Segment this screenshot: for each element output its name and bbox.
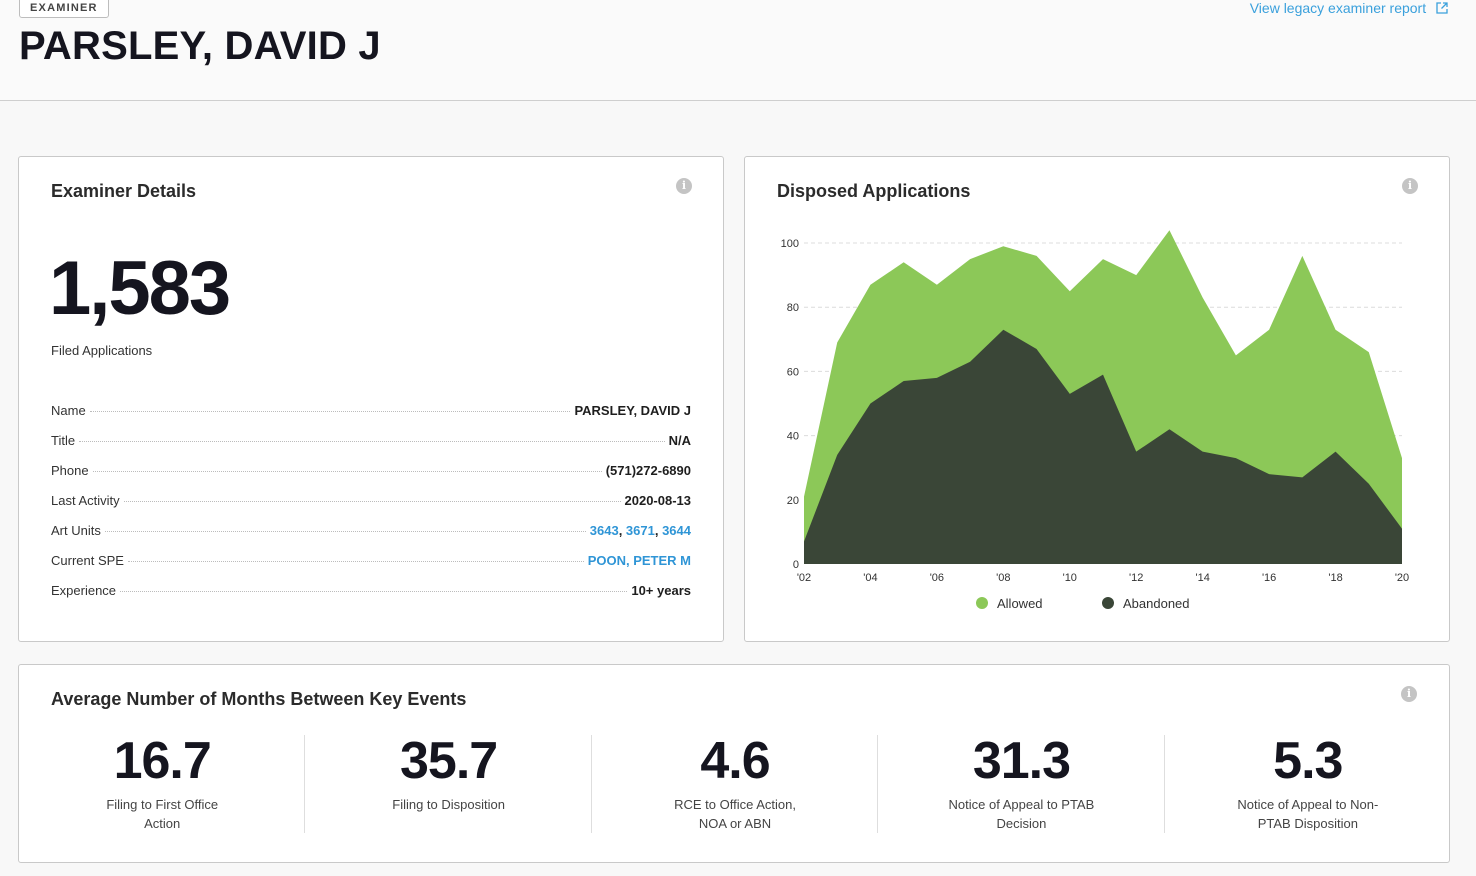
- examiner-details-card: Examiner Details i 1,583 Filed Applicati…: [18, 156, 724, 642]
- y-tick-label: 100: [781, 238, 799, 250]
- x-tick-label: '08: [996, 572, 1010, 584]
- metric-label: Notice of Appeal to PTAB Decision: [948, 797, 1095, 831]
- detail-label: Title: [51, 433, 76, 448]
- x-tick-label: '10: [1063, 572, 1077, 584]
- current-spe-value: POON, PETER M: [588, 553, 691, 568]
- metric-rce-to-office-action: 4.6 RCE to Office Action, NOA or ABN: [592, 731, 879, 835]
- legend-marker-allowed: [976, 597, 988, 609]
- x-tick-label: '06: [930, 572, 944, 584]
- disposed-applications-card: Disposed Applications i 0 20 40 60 80 100 '02 '…: [744, 156, 1450, 642]
- disposed-applications-title: Disposed Applications: [777, 181, 971, 201]
- metric-label: Notice of Appeal to Non-PTAB Disposition: [1237, 797, 1379, 831]
- dotted-leader: [92, 471, 602, 472]
- detail-value: 10+ years: [631, 583, 691, 598]
- x-tick-label: '04: [863, 572, 877, 584]
- legend-label-abandoned: Abandoned: [1123, 596, 1190, 611]
- average-months-title: Average Number of Months Between Key Eve…: [51, 689, 467, 709]
- legacy-report-link-label: View legacy examiner report: [1249, 0, 1427, 16]
- dotted-leader: [120, 591, 628, 592]
- details-list: Name PARSLEY, DAVID J Title N/A Phone (5…: [51, 403, 691, 613]
- detail-row-phone: Phone (571)272-6890: [51, 463, 691, 493]
- filed-applications-count: 1,583: [49, 246, 231, 331]
- y-tick-label: 40: [787, 431, 799, 443]
- detail-label: Name: [51, 403, 86, 418]
- dotted-leader: [123, 501, 621, 502]
- current-spe-link[interactable]: POON, PETER M: [587, 553, 691, 568]
- info-icon[interactable]: i: [1401, 686, 1417, 702]
- art-unit-link[interactable]: 3671: [625, 523, 655, 538]
- legacy-report-link[interactable]: View legacy examiner report: [1250, 0, 1448, 16]
- metric-value: 4.6: [700, 732, 770, 790]
- detail-label: Last Activity: [51, 493, 120, 508]
- metric-appeal-to-ptab-decision: 31.3 Notice of Appeal to PTAB Decision: [878, 731, 1166, 835]
- metric-label: Filing to First Office Action: [106, 797, 219, 831]
- y-tick-label: 0: [793, 559, 799, 571]
- detail-row-current-spe: Current SPE POON, PETER M: [51, 553, 691, 583]
- metric-filing-to-disposition: 35.7 Filing to Disposition: [305, 731, 593, 835]
- detail-value: N/A: [668, 433, 691, 448]
- y-tick-label: 20: [787, 495, 799, 507]
- art-unit-link[interactable]: 3644: [662, 523, 691, 538]
- art-units-value: 3643, 3671, 3644: [589, 523, 691, 538]
- page-header: EXAMINER PARSLEY, DAVID J View legacy ex…: [0, 0, 1476, 101]
- legend-label-allowed: Allowed: [997, 596, 1043, 611]
- dotted-leader: [127, 561, 584, 562]
- x-tick-label: '14: [1195, 572, 1209, 584]
- dotted-leader: [79, 441, 665, 442]
- art-unit-link[interactable]: 3643: [589, 523, 619, 538]
- detail-row-title: Title N/A: [51, 433, 691, 463]
- area-abandoned: [804, 329, 1402, 564]
- y-tick-label: 60: [787, 366, 799, 378]
- metric-filing-to-first-office-action: 16.7 Filing to First Office Action: [19, 731, 306, 835]
- dotted-leader: [89, 411, 571, 412]
- detail-value: (571)272-6890: [605, 463, 691, 478]
- external-link-icon: [1436, 2, 1448, 14]
- y-tick-label: 80: [787, 302, 799, 314]
- legend-marker-abandoned: [1102, 597, 1114, 609]
- detail-label: Phone: [51, 463, 89, 478]
- metric-value: 31.3: [972, 732, 1071, 790]
- average-months-card: Average Number of Months Between Key Eve…: [18, 664, 1450, 863]
- detail-row-experience: Experience 10+ years: [51, 583, 691, 613]
- x-tick-label: '16: [1262, 572, 1276, 584]
- x-tick-label: '18: [1328, 572, 1342, 584]
- page-title: PARSLEY, DAVID J: [19, 24, 381, 68]
- metric-value: 16.7: [113, 732, 212, 790]
- detail-row-name: Name PARSLEY, DAVID J: [51, 403, 691, 433]
- examiner-details-title: Examiner Details: [51, 181, 197, 201]
- detail-label: Current SPE: [51, 553, 124, 568]
- metric-value: 35.7: [400, 732, 498, 790]
- x-tick-label: '12: [1129, 572, 1143, 584]
- metric-appeal-to-non-ptab-disposition: 5.3 Notice of Appeal to Non-PTAB Disposi…: [1165, 731, 1451, 835]
- dotted-leader: [104, 531, 586, 532]
- detail-label: Experience: [51, 583, 117, 598]
- metric-label: Filing to Disposition: [392, 797, 505, 812]
- x-tick-label: '20: [1395, 572, 1409, 584]
- detail-value: PARSLEY, DAVID J: [574, 403, 691, 418]
- metric-value: 5.3: [1273, 732, 1343, 790]
- x-tick-label: '02: [797, 572, 811, 584]
- metric-label: RCE to Office Action, NOA or ABN: [674, 797, 796, 831]
- detail-row-last-activity: Last Activity 2020-08-13: [51, 493, 691, 523]
- metrics-row: 16.7 Filing to First Office Action 35.7 …: [19, 731, 1451, 835]
- info-icon[interactable]: i: [676, 178, 692, 194]
- disposed-applications-chart: 0 20 40 60 80 100 '02 '04 '06 '08 '10 '12 '14 '16 '18 '…: [781, 230, 1409, 611]
- detail-value: 2020-08-13: [624, 493, 692, 508]
- info-icon[interactable]: i: [1402, 178, 1418, 194]
- examiner-badge: EXAMINER: [19, 0, 109, 18]
- detail-row-art-units: Art Units 3643, 3671, 3644: [51, 523, 691, 553]
- detail-label: Art Units: [51, 523, 101, 538]
- filed-applications-caption: Filed Applications: [51, 343, 153, 358]
